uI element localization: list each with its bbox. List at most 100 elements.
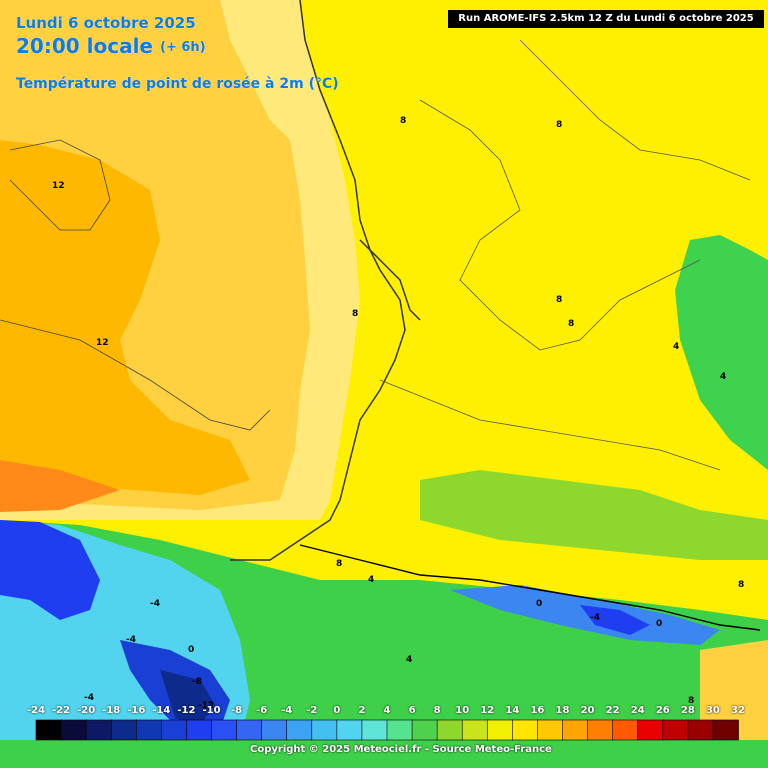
legend-label: 18 (555, 705, 570, 716)
legend-label: 20 (580, 705, 595, 716)
contour-label: -4 (126, 635, 136, 645)
legend-label: 10 (455, 705, 470, 716)
contour-label: 0 (656, 619, 662, 629)
legend-label: -22 (52, 705, 71, 716)
legend-label: 26 (655, 705, 670, 716)
legend-swatch (537, 719, 564, 741)
pyrenees-darkblue-ridge (580, 605, 650, 635)
legend-swatch (587, 719, 614, 741)
contour-12-ocean (0, 319, 271, 431)
contour-label: 0 (536, 599, 542, 609)
time-label: 20:00 locale (16, 34, 153, 58)
legend-swatch (211, 719, 238, 741)
legend-swatch (161, 719, 188, 741)
legend-swatch (135, 719, 163, 741)
legend-label: 2 (358, 705, 366, 716)
contour-label: 8 (738, 580, 744, 590)
contour-label: 12 (96, 338, 109, 348)
legend-label: 16 (530, 705, 545, 716)
gironde-estuary (359, 239, 421, 321)
legend-colorbar (35, 719, 739, 741)
contour-label: 0 (188, 645, 194, 655)
legend-label: 30 (705, 705, 720, 716)
spain-darkblue-zone (160, 670, 215, 725)
ocean-dark-orange-zone (0, 140, 250, 495)
legend-label: 12 (480, 705, 495, 716)
legend-swatch (60, 719, 87, 741)
legend-swatch (336, 719, 363, 741)
copyright-text: Copyright © 2025 Meteociel.fr - Source M… (250, 744, 552, 755)
contour-12-ring (9, 139, 111, 231)
mediterranean-orange (700, 640, 768, 740)
legend-swatch (186, 719, 213, 741)
parameter-label: Température de point de rosée à 2m (°C) (16, 76, 339, 92)
south-green-zone (420, 470, 768, 560)
legend-label: 0 (333, 705, 341, 716)
legend-swatch (386, 719, 413, 741)
legend-swatch (361, 719, 388, 741)
contour-label: 4 (673, 342, 679, 352)
legend-label: 28 (680, 705, 695, 716)
contour-label: -4 (150, 599, 160, 609)
legend-label: -20 (77, 705, 96, 716)
legend-label: -2 (306, 705, 318, 716)
contour-label: 8 (688, 696, 694, 706)
spain-blue-zone-west (0, 520, 100, 620)
legend-label: -4 (281, 705, 293, 716)
legend-swatch (35, 719, 62, 741)
legend-label: -8 (231, 705, 243, 716)
legend-swatch (286, 719, 313, 741)
contour-label: 8 (336, 559, 342, 569)
legend-label: 6 (408, 705, 416, 716)
legend-label: 24 (630, 705, 645, 716)
date-label: Lundi 6 octobre 2025 (16, 14, 196, 32)
legend-label: -10 (202, 705, 221, 716)
legend-label: -14 (152, 705, 171, 716)
southwest-orange-zone (0, 460, 120, 512)
legend-label: -24 (26, 705, 46, 716)
france-spain-border (299, 544, 761, 631)
legend-label: -18 (102, 705, 121, 716)
contour-label: 8 (400, 116, 406, 126)
legend-swatch (512, 719, 539, 741)
legend-swatch (110, 719, 138, 741)
legend-label: -16 (127, 705, 146, 716)
contour-labels: 12 12 8 8 8 8 8 4 4 8 4 -4 -4 0 -8 -12 -… (52, 116, 744, 711)
legend-swatch (411, 719, 438, 741)
department-boundary-c (519, 39, 751, 181)
legend-label: 22 (605, 705, 620, 716)
contour-label: 8 (556, 295, 562, 305)
contour-label: 8 (556, 120, 562, 130)
legend-label: 4 (383, 705, 391, 716)
department-boundary-b (379, 379, 721, 471)
legend-swatch (637, 719, 664, 741)
legend-label: -6 (256, 705, 268, 716)
legend-label: -12 (177, 705, 196, 716)
legend-swatch (436, 719, 464, 741)
contour-label: 12 (52, 181, 65, 191)
pyrenees-blue-ridge (450, 585, 720, 645)
legend-swatch (612, 719, 639, 741)
contour-label: 8 (568, 319, 574, 329)
legend-swatch (261, 719, 288, 741)
legend-swatch (236, 719, 263, 741)
contour-label: 4 (406, 655, 412, 665)
contour-label: -4 (84, 693, 94, 703)
legend-swatch (662, 719, 689, 741)
legend-swatch (687, 719, 714, 741)
legend-swatch (311, 719, 338, 741)
contour-label: 4 (720, 372, 726, 382)
contour-label: 8 (352, 309, 358, 319)
massif-green-zone (675, 235, 768, 470)
legend-swatch (562, 719, 589, 741)
contour-label: -8 (192, 677, 202, 687)
contour-label: -4 (590, 613, 600, 623)
legend-label: 14 (505, 705, 520, 716)
forecast-hour-label: (+ 6h) (160, 40, 206, 55)
legend-labels: -24 -22 -20 -18 -16 -14 -12 -10 -8 -6 -4 -2 0 2 4 6 8 10 1… (0, 705, 768, 719)
contour-label: -12 (198, 701, 214, 711)
atlantic-coastline (230, 0, 406, 561)
legend-swatch (85, 719, 113, 741)
